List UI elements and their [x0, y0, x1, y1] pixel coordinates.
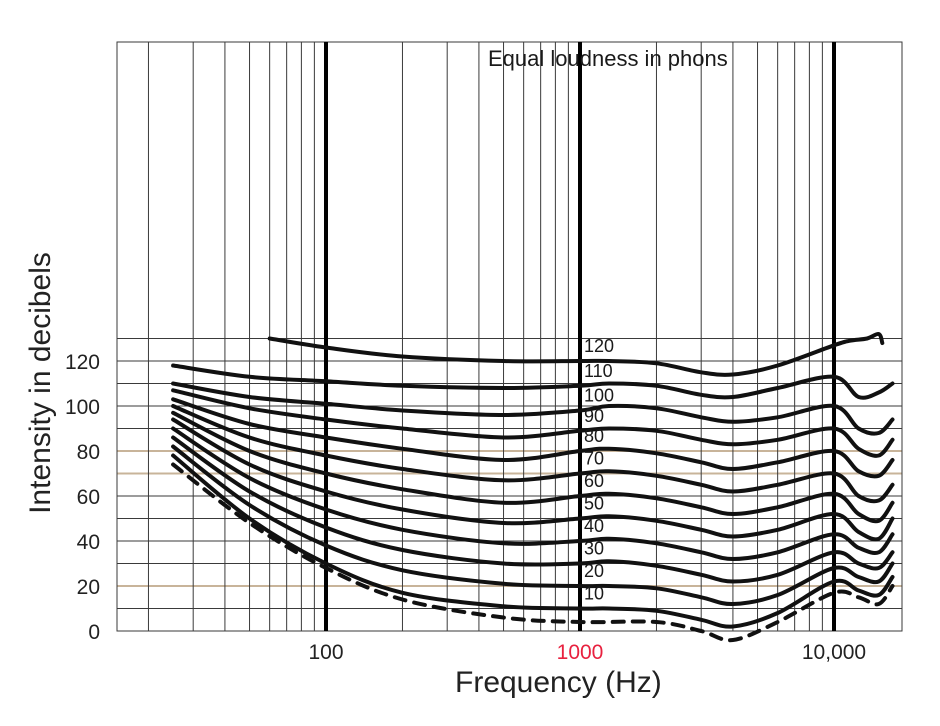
y-tick-0: 0	[88, 621, 100, 644]
curve-20-phons	[171, 444, 895, 607]
x-axis-title: Frequency (Hz)	[455, 666, 662, 699]
curve-label-80: 80	[584, 426, 604, 446]
x-tick-100: 100	[308, 641, 343, 664]
y-tick-40: 40	[77, 531, 100, 554]
curve-label-90: 90	[584, 406, 604, 426]
curve-label-20: 20	[584, 561, 604, 581]
curve-50-phons	[171, 417, 895, 542]
y-tick-60: 60	[77, 486, 100, 509]
curve-10-phons	[171, 453, 895, 629]
curve-60-phons	[171, 410, 895, 524]
y-tick-100: 100	[65, 396, 100, 419]
curve-label-60: 60	[584, 471, 604, 491]
curve-40-phons	[171, 426, 895, 561]
curve-threshold	[171, 462, 895, 643]
x-tick-10000: 10,000	[802, 641, 866, 664]
curve-90-phons	[171, 388, 895, 458]
tick-labels: 0 20 40 60 80 100 120 100 1000 10,000	[65, 351, 866, 664]
curves	[171, 331, 895, 643]
curve-110-phons	[171, 363, 895, 400]
x-tick-1000: 1000	[557, 641, 604, 664]
curve-label-50: 50	[584, 494, 604, 514]
curve-label-40: 40	[584, 516, 604, 536]
y-tick-80: 80	[77, 441, 100, 464]
curve-120-phons	[267, 331, 885, 377]
curve-label-100: 100	[584, 386, 614, 406]
curve-100-phons	[171, 381, 895, 436]
curve-label-30: 30	[584, 539, 604, 559]
y-tick-120: 120	[65, 351, 100, 374]
curve-label-70: 70	[584, 449, 604, 469]
curve-70-phons	[171, 404, 895, 504]
curve-label-110: 110	[584, 361, 613, 381]
curve-label-120: 120	[584, 336, 614, 356]
curve-30-phons	[171, 435, 895, 584]
curve-label-10: 10	[584, 584, 604, 604]
y-axis-title: Intensity in decibels	[24, 252, 57, 514]
curve-80-phons	[171, 397, 895, 479]
plot-frame	[116, 41, 903, 632]
y-tick-20: 20	[77, 576, 100, 599]
chart-title: Equal loudness in phons	[488, 46, 728, 71]
